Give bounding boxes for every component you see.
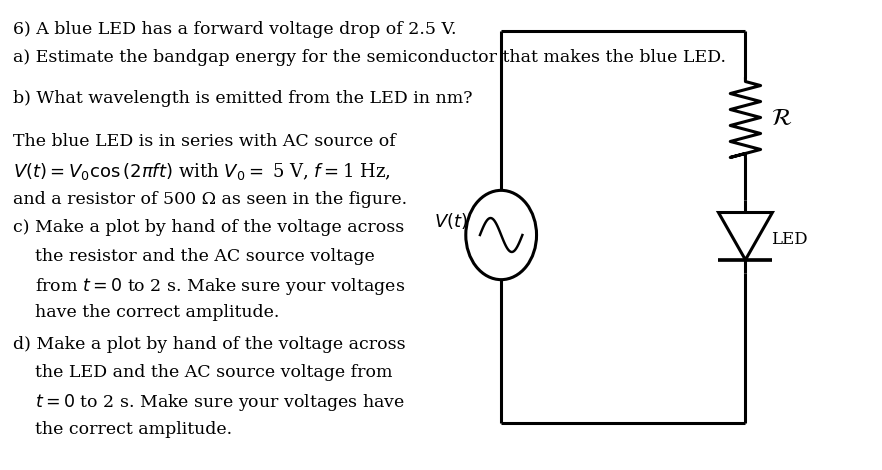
Text: a) Estimate the bandgap energy for the semiconductor that makes the blue LED.: a) Estimate the bandgap energy for the s… <box>12 49 726 66</box>
Text: the LED and the AC source voltage from: the LED and the AC source voltage from <box>12 364 392 381</box>
Text: $t{=}0$ to 2 s. Make sure your voltages have: $t{=}0$ to 2 s. Make sure your voltages … <box>12 392 405 414</box>
Text: the resistor and the AC source voltage: the resistor and the AC source voltage <box>12 248 374 265</box>
Text: LED: LED <box>771 231 807 248</box>
Text: b) What wavelength is emitted from the LED in nm?: b) What wavelength is emitted from the L… <box>12 90 472 107</box>
Text: the correct amplitude.: the correct amplitude. <box>12 421 232 438</box>
Text: 6) A blue LED has a forward voltage drop of 2.5 V.: 6) A blue LED has a forward voltage drop… <box>12 21 456 38</box>
Text: $V\left(t\right)=V_0\cos\left(2\pi ft\right)$ with $V_0{=}$ 5 V, $f{=}$1 Hz,: $V\left(t\right)=V_0\cos\left(2\pi ft\ri… <box>12 161 391 182</box>
Text: and a resistor of 500 Ω as seen in the figure.: and a resistor of 500 Ω as seen in the f… <box>12 191 407 208</box>
Text: c) Make a plot by hand of the voltage across: c) Make a plot by hand of the voltage ac… <box>12 219 404 236</box>
Text: from $t{=}0$ to 2 s. Make sure your voltages: from $t{=}0$ to 2 s. Make sure your volt… <box>12 276 405 297</box>
Text: $V(t)$: $V(t)$ <box>434 211 467 231</box>
Text: have the correct amplitude.: have the correct amplitude. <box>12 304 279 321</box>
Text: The blue LED is in series with AC source of: The blue LED is in series with AC source… <box>12 133 395 149</box>
Text: $\mathcal{R}$: $\mathcal{R}$ <box>771 105 792 130</box>
Text: d) Make a plot by hand of the voltage across: d) Make a plot by hand of the voltage ac… <box>12 336 405 353</box>
